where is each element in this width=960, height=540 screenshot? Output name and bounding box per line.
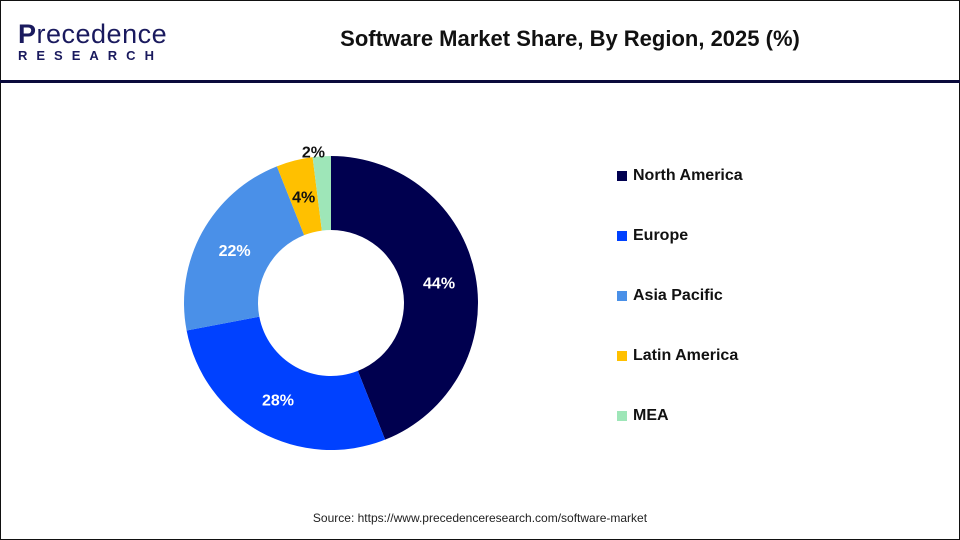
legend-swatch [617, 231, 627, 241]
logo: Precedence RESEARCH [18, 20, 167, 63]
legend-item: Latin America [617, 346, 743, 366]
legend-swatch [617, 291, 627, 301]
legend-label: Asia Pacific [633, 287, 723, 304]
legend-swatch [617, 411, 627, 421]
legend-item: Asia Pacific [617, 286, 743, 306]
legend: North America Europe Asia Pacific Latin Ame… [617, 166, 743, 466]
data-label: 22% [219, 243, 251, 260]
data-label: 2% [302, 144, 325, 161]
data-label: 44% [423, 275, 455, 292]
legend-item: MEA [617, 406, 743, 426]
data-label: 28% [262, 392, 294, 409]
data-label: 4% [292, 189, 315, 206]
logo-letter: P [18, 19, 37, 49]
slice-north-america [331, 156, 478, 440]
legend-swatch [617, 171, 627, 181]
legend-item: Europe [617, 226, 743, 246]
slice-europe [186, 316, 386, 450]
source-note: Source: https://www.precedenceresearch.c… [312, 511, 648, 525]
chart-title: Software Market Share, By Region, 2025 (… [340, 26, 800, 51]
logo-text: recedence [36, 19, 168, 49]
legend-item: North America [617, 166, 743, 186]
slice-asia-pacific [184, 166, 305, 331]
legend-label: MEA [633, 407, 669, 424]
legend-label: Europe [633, 227, 689, 244]
header: Precedence RESEARCH Software Market Shar… [0, 0, 960, 83]
legend-label: Latin America [633, 347, 739, 364]
slice-latin-america [276, 157, 322, 236]
legend-swatch [617, 351, 627, 361]
legend-label: North America [633, 167, 743, 184]
slice-mea [312, 156, 331, 231]
logo-subtext: RESEARCH [18, 48, 163, 63]
